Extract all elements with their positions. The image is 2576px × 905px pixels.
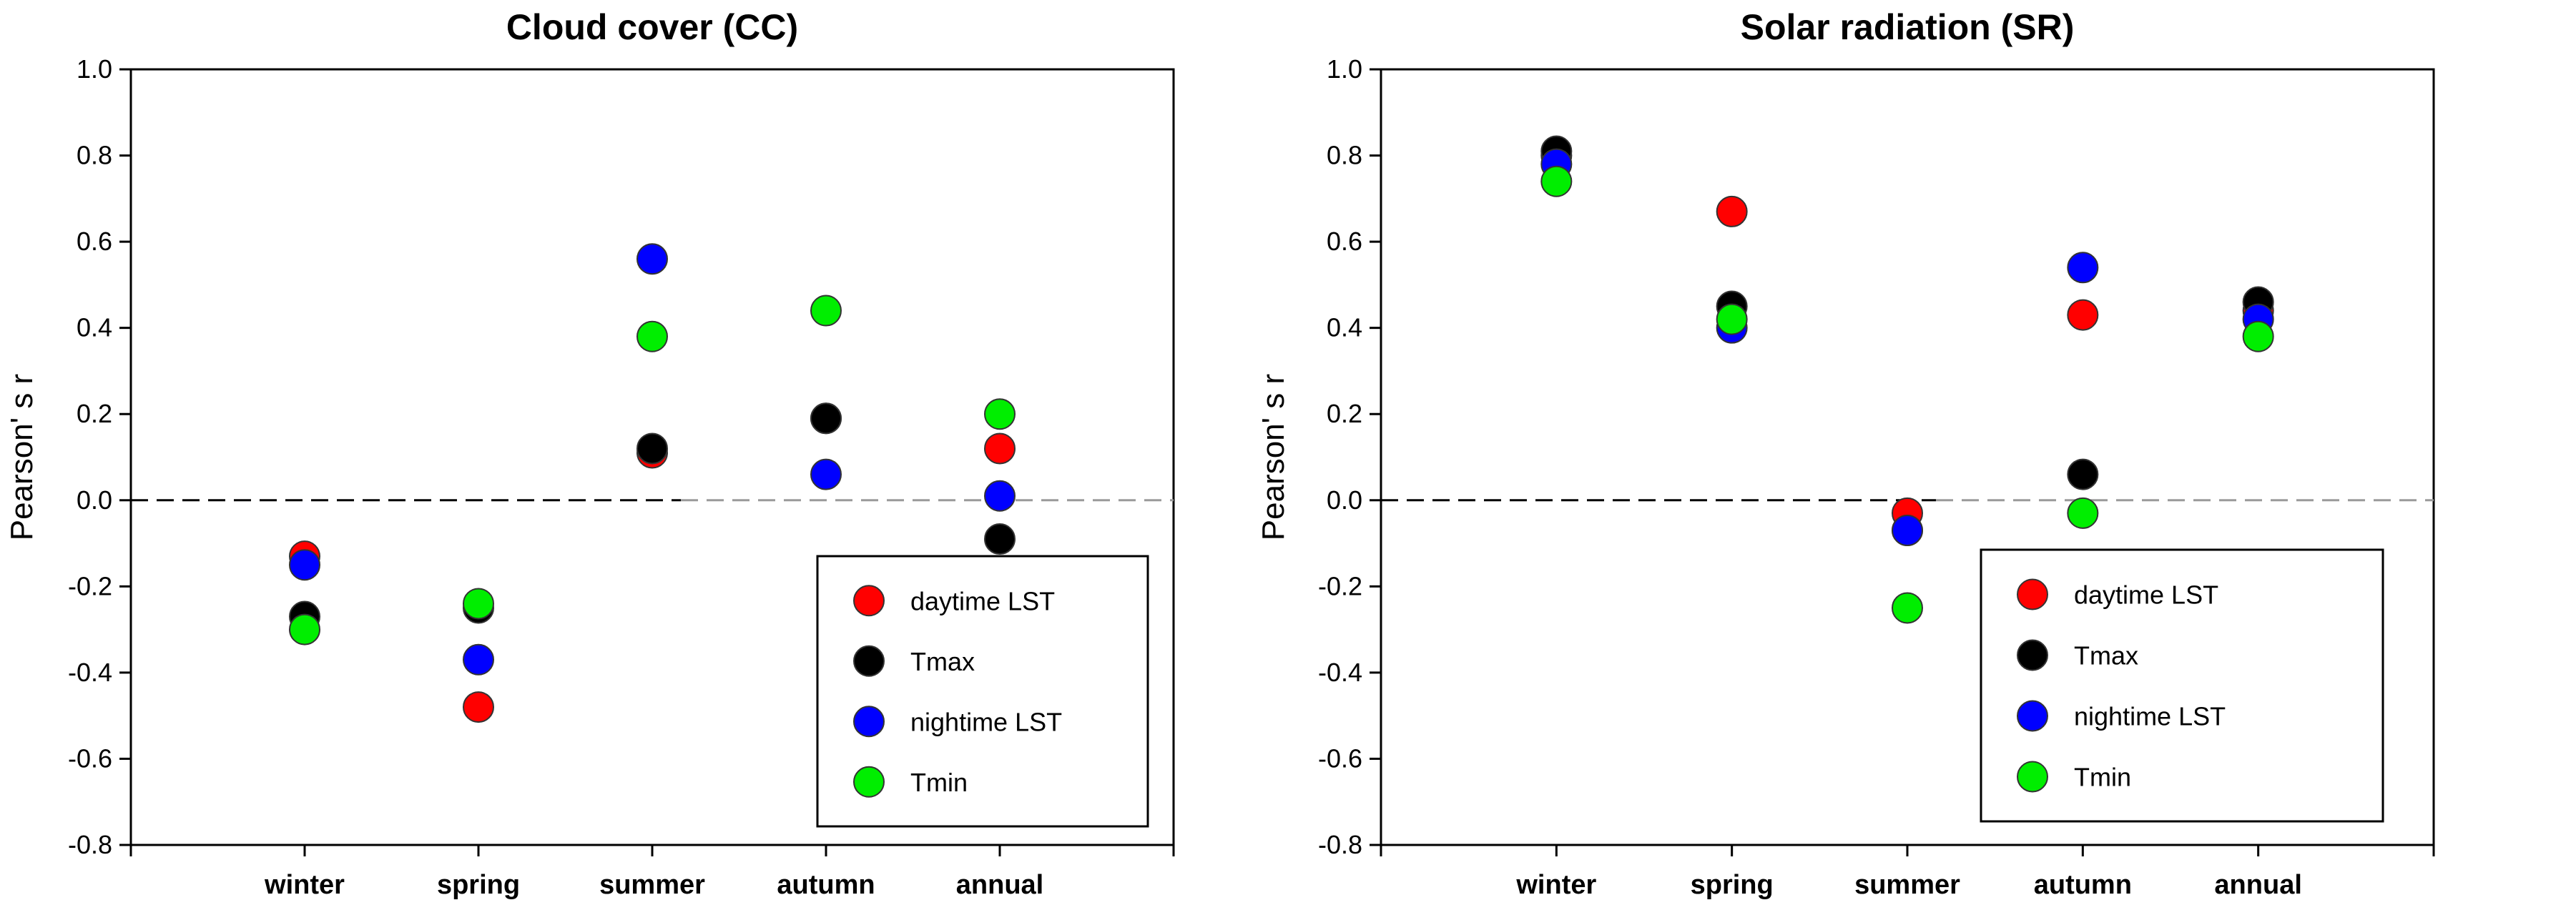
y-tick-label: 0.4 — [77, 313, 112, 342]
data-point-tmin-annual — [984, 398, 1016, 430]
y-tick-label: -0.2 — [1318, 571, 1362, 600]
legend-label: Tmin — [2074, 763, 2131, 792]
data-point-nightime-lst-annual — [984, 480, 1016, 512]
y-tick-label: 1.0 — [77, 54, 112, 84]
legend: daytime LST Tmax nightime LST Tmin — [1980, 548, 2384, 823]
y-tick-label: -0.2 — [68, 571, 112, 600]
legend-marker — [853, 706, 885, 738]
data-point-tmin-spring — [1716, 303, 1748, 335]
y-tick-label: -0.8 — [1318, 830, 1362, 859]
data-point-daytime-lst-spring — [1716, 195, 1748, 227]
y-tick-label: 0.4 — [1327, 313, 1362, 342]
y-tick-label: 0.0 — [77, 485, 112, 515]
legend-label: nightime LST — [910, 707, 1062, 736]
y-axis-label: Pearson' s r — [4, 374, 39, 540]
x-tick-label: summer — [599, 870, 705, 900]
legend: daytime LST Tmax nightime LST Tmin — [816, 555, 1149, 828]
chart-panel-1: Cloud cover (CC) Pearson' s r -0.8 -0.6 -0.4… — [4, 7, 1175, 900]
data-point-tmin-winter — [1540, 165, 1573, 197]
data-point-tmax-annual — [984, 523, 1016, 555]
data-point-nightime-lst-summer — [636, 243, 668, 275]
x-tick-label: winter — [264, 870, 345, 900]
data-point-nightime-lst-autumn — [2067, 252, 2099, 284]
x-tick-label: annual — [2214, 870, 2301, 900]
data-point-nightime-lst-autumn — [810, 458, 842, 490]
x-tick-label: spring — [437, 870, 520, 900]
legend-marker — [2017, 578, 2048, 610]
y-tick-label: -0.6 — [1318, 743, 1362, 773]
y-tick-label: -0.4 — [1318, 658, 1362, 687]
chart-panel-2: Solar radiation (SR) Pearson' s r -0.8 -0.6… — [1256, 7, 2435, 900]
x-tick-label: autumn — [2034, 870, 2132, 900]
y-tick-label: -0.6 — [68, 743, 112, 773]
y-tick-label: 0.0 — [1327, 485, 1362, 515]
x-tick-label: annual — [956, 870, 1043, 900]
legend-label: Tmax — [910, 647, 975, 676]
legend-marker — [2017, 639, 2048, 671]
data-point-tmin-winter — [289, 613, 320, 646]
legend-marker — [853, 645, 885, 677]
y-tick-label: -0.8 — [68, 830, 112, 859]
x-tick-label: autumn — [777, 870, 875, 900]
y-tick-label: 0.2 — [1327, 399, 1362, 428]
legend-marker — [853, 585, 885, 617]
x-tick-label: winter — [1515, 870, 1596, 900]
y-tick-label: 0.6 — [77, 227, 112, 256]
data-point-daytime-lst-spring — [463, 691, 494, 723]
data-point-tmin-summer — [636, 320, 668, 352]
data-point-daytime-lst-autumn — [2067, 299, 2099, 331]
chart-title: Cloud cover (CC) — [506, 7, 798, 47]
data-point-tmax-autumn — [810, 402, 842, 435]
legend-marker — [853, 766, 885, 798]
data-point-tmin-autumn — [810, 295, 842, 327]
data-point-tmax-summer — [636, 432, 668, 465]
data-point-nightime-lst-summer — [1892, 514, 1923, 546]
legend-label: daytime LST — [2074, 580, 2218, 610]
x-tick-label: summer — [1854, 870, 1960, 900]
y-tick-label: 1.0 — [1327, 54, 1362, 84]
data-point-tmin-summer — [1892, 592, 1923, 624]
y-axis-label: Pearson' s r — [1256, 374, 1291, 540]
data-point-nightime-lst-spring — [463, 643, 494, 676]
legend-marker — [2017, 761, 2048, 793]
data-point-tmin-annual — [2242, 320, 2274, 352]
legend-label: nightime LST — [2074, 702, 2226, 731]
y-tick-label: 0.8 — [1327, 141, 1362, 170]
data-point-daytime-lst-annual — [984, 432, 1016, 465]
chart-title: Solar radiation (SR) — [1741, 7, 2075, 47]
y-tick-label: 0.2 — [77, 399, 112, 428]
y-tick-label: 0.8 — [77, 141, 112, 170]
legend-marker — [2017, 700, 2048, 732]
legend-label: Tmin — [910, 768, 968, 797]
y-tick-label: 0.6 — [1327, 227, 1362, 256]
data-point-tmax-autumn — [2067, 458, 2099, 490]
data-point-tmin-spring — [463, 588, 494, 620]
y-tick-label: -0.4 — [68, 658, 112, 687]
data-point-nightime-lst-winter — [289, 549, 320, 581]
data-point-tmin-autumn — [2067, 497, 2099, 529]
x-tick-label: spring — [1691, 870, 1774, 900]
legend-label: daytime LST — [910, 586, 1055, 615]
legend-label: Tmax — [2074, 641, 2138, 671]
